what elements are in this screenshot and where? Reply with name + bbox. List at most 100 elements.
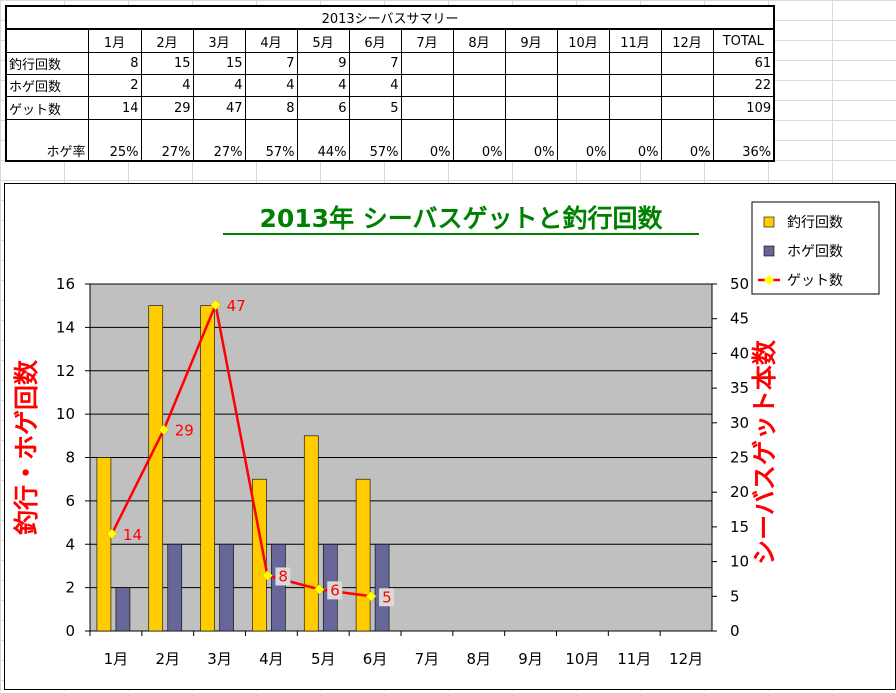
data-cell[interactable]: 44%: [296, 118, 350, 162]
data-cell[interactable]: 2: [87, 74, 142, 98]
total-cell[interactable]: 109: [712, 96, 775, 120]
data-label-bg: [275, 567, 291, 586]
data-cell[interactable]: 57%: [244, 118, 298, 162]
data-label-bg: [327, 581, 343, 600]
header-cell[interactable]: 3月: [192, 28, 246, 53]
x-tick-label: 1月: [104, 650, 129, 668]
data-cell[interactable]: 0%: [452, 118, 506, 162]
header-cell[interactable]: 10月: [556, 28, 610, 53]
data-cell[interactable]: [660, 74, 714, 98]
data-cell[interactable]: [556, 74, 610, 98]
data-cell[interactable]: 5: [348, 96, 402, 120]
data-cell[interactable]: 14: [87, 96, 142, 120]
y-axis-title: 釣行・ホゲ回数: [12, 359, 41, 535]
x-tick-label: 11月: [617, 650, 651, 668]
table-header-row: 1月 2月 3月 4月 5月 6月 7月 8月 9月 10月 11月 12月 TOTAL: [5, 28, 775, 53]
row-label[interactable]: ホゲ率: [5, 118, 89, 162]
data-cell[interactable]: [504, 51, 558, 76]
data-cell[interactable]: 6: [296, 96, 350, 120]
y2-tick-label: 15: [730, 518, 749, 536]
y2-tick-label: 40: [730, 344, 749, 362]
data-cell[interactable]: [452, 51, 506, 76]
total-cell[interactable]: 61: [712, 51, 775, 76]
row-label[interactable]: ホゲ回数: [5, 74, 89, 98]
chart-title: 2013年 シーバスゲットと釣行回数: [259, 204, 663, 233]
data-cell[interactable]: 15: [140, 51, 194, 76]
y-tick-label: 2: [65, 579, 75, 597]
data-cell[interactable]: [608, 74, 662, 98]
x-tick-label: 8月: [466, 650, 491, 668]
data-cell[interactable]: [452, 74, 506, 98]
data-cell[interactable]: [660, 51, 714, 76]
x-tick-label: 7月: [415, 650, 440, 668]
row-label[interactable]: 釣行回数: [5, 51, 89, 76]
data-label: 47: [227, 297, 246, 315]
data-cell[interactable]: 25%: [87, 118, 142, 162]
x-tick-label: 2月: [155, 650, 180, 668]
data-cell[interactable]: [400, 96, 454, 120]
data-cell[interactable]: 29: [140, 96, 194, 120]
table-row: ホゲ回数 2 4 4 4 4 4 22: [5, 74, 775, 98]
chart-area[interactable]: 0 2 4 6 8 10 12 14 16 0 5 10 15 20 25 30 35 40 45 50 1月 2月 3月 4…: [4, 183, 896, 690]
header-cell[interactable]: [5, 28, 89, 53]
header-cell[interactable]: 7月: [400, 28, 454, 53]
bar-釣行回数: [148, 305, 164, 632]
data-cell[interactable]: 27%: [140, 118, 194, 162]
y2-tick-label: 20: [730, 483, 749, 501]
data-cell[interactable]: 4: [140, 74, 194, 98]
data-cell[interactable]: 8: [244, 96, 298, 120]
data-cell[interactable]: [452, 96, 506, 120]
y-tick-label: 14: [56, 318, 75, 336]
header-cell[interactable]: 12月: [660, 28, 714, 53]
data-cell[interactable]: 4: [244, 74, 298, 98]
row-label[interactable]: ゲット数: [5, 96, 89, 120]
data-cell[interactable]: [608, 96, 662, 120]
y2-tick-label: 0: [730, 622, 740, 640]
header-cell[interactable]: TOTAL: [712, 28, 775, 53]
header-cell[interactable]: 1月: [87, 28, 142, 53]
data-cell[interactable]: 9: [296, 51, 350, 76]
data-cell[interactable]: [400, 74, 454, 98]
data-cell[interactable]: 4: [348, 74, 402, 98]
header-cell[interactable]: 11月: [608, 28, 662, 53]
data-label: 5: [382, 588, 392, 606]
data-cell[interactable]: 7: [244, 51, 298, 76]
data-cell[interactable]: 4: [296, 74, 350, 98]
x-tick-label: 10月: [565, 650, 599, 668]
data-cell[interactable]: [400, 51, 454, 76]
header-cell[interactable]: 6月: [348, 28, 402, 53]
data-cell[interactable]: 7: [348, 51, 402, 76]
x-tick-label: 4月: [259, 650, 284, 668]
data-label-bg: [379, 588, 395, 607]
total-cell[interactable]: 36%: [712, 118, 775, 162]
data-cell[interactable]: [608, 51, 662, 76]
data-cell[interactable]: 57%: [348, 118, 402, 162]
data-cell[interactable]: 0%: [556, 118, 610, 162]
y-tick-label: 4: [65, 535, 75, 553]
total-cell[interactable]: 22: [712, 74, 775, 98]
table-title[interactable]: 2013シーバスサマリー: [4, 4, 776, 31]
chart-svg: 0 2 4 6 8 10 12 14 16 0 5 10 15 20 25 30 35 40 45 50 1月 2月 3月 4…: [12, 201, 880, 668]
data-cell[interactable]: 0%: [660, 118, 714, 162]
data-cell[interactable]: [660, 96, 714, 120]
table-row: ホゲ率 25% 27% 27% 57% 44% 57% 0% 0% 0% 0% 0% 0% 36%: [5, 118, 775, 162]
header-cell[interactable]: 8月: [452, 28, 506, 53]
data-cell[interactable]: [504, 96, 558, 120]
header-cell[interactable]: 4月: [244, 28, 298, 53]
data-cell[interactable]: 8: [87, 51, 142, 76]
y-tick-label: 16: [56, 275, 75, 293]
data-cell[interactable]: 27%: [192, 118, 246, 162]
data-cell[interactable]: 4: [192, 74, 246, 98]
data-cell[interactable]: 0%: [400, 118, 454, 162]
header-cell[interactable]: 5月: [296, 28, 350, 53]
data-cell[interactable]: [504, 74, 558, 98]
data-cell[interactable]: 0%: [608, 118, 662, 162]
data-cell[interactable]: [556, 96, 610, 120]
header-cell[interactable]: 9月: [504, 28, 558, 53]
data-cell[interactable]: 15: [192, 51, 246, 76]
header-cell[interactable]: 2月: [140, 28, 194, 53]
data-cell[interactable]: [556, 51, 610, 76]
data-cell[interactable]: 47: [192, 96, 246, 120]
bar-ホゲ回数: [167, 543, 183, 632]
data-cell[interactable]: 0%: [504, 118, 558, 162]
